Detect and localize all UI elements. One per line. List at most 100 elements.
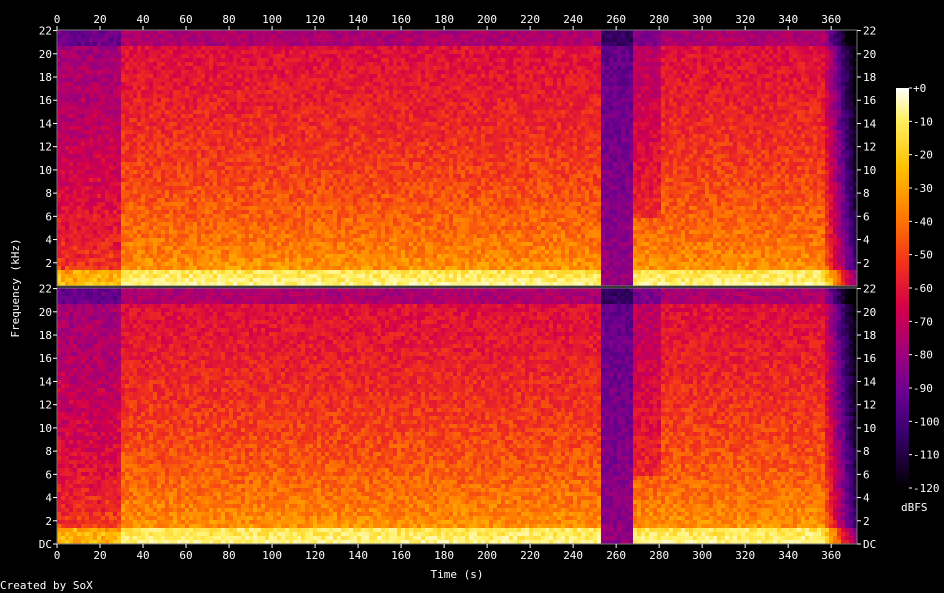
spectrogram-cell-ch1 [141,94,146,99]
spectrogram-cell-ch1 [149,90,154,95]
spectrogram-cell-ch1 [293,278,298,283]
spectrogram-cell-ch1 [241,50,246,55]
spectrogram-cell-ch1 [193,78,198,83]
spectrogram-cell-ch1 [121,214,126,219]
spectrogram-cell-ch1 [365,54,370,59]
spectrogram-cell-ch1 [101,46,106,51]
spectrogram-cell-ch1 [313,262,318,267]
spectrogram-cell-ch1 [225,154,230,159]
spectrogram-cell-ch1 [157,138,162,143]
spectrogram-cell-ch1 [245,270,250,275]
spectrogram-cell-ch1 [77,202,82,207]
spectrogram-cell-ch1 [281,274,286,279]
spectrogram-cell-ch1 [249,250,254,255]
spectrogram-cell-ch1 [93,186,98,191]
spectrogram-cell-ch1 [337,38,342,43]
spectrogram-cell-ch1 [225,54,230,59]
spectrogram-cell-ch1 [157,110,162,115]
spectrogram-cell-ch1 [105,50,110,55]
spectrogram-cell-ch1 [201,134,206,139]
spectrogram-cell-ch1 [269,210,274,215]
spectrogram-cell-ch1 [225,30,230,35]
spectrogram-cell-ch1 [209,226,214,231]
spectrogram-cell-ch1 [153,182,158,187]
spectrogram-cell-ch1 [125,170,130,175]
spectrogram-cell-ch1 [277,58,282,63]
spectrogram-cell-ch1 [201,218,206,223]
spectrogram-cell-ch1 [297,154,302,159]
spectrogram-cell-ch1 [205,254,210,259]
spectrogram-cell-ch1 [153,110,158,115]
spectrogram-cell-ch1 [113,110,118,115]
spectrogram-cell-ch1 [177,230,182,235]
spectrogram-cell-ch1 [65,166,70,171]
spectrogram-cell-ch1 [217,222,222,227]
spectrogram-cell-ch1 [201,138,206,143]
spectrogram-cell-ch1 [277,74,282,79]
spectrogram-cell-ch1 [201,206,206,211]
spectrogram-cell-ch1 [141,258,146,263]
spectrogram-cell-ch1 [305,38,310,43]
spectrogram-cell-ch1 [289,174,294,179]
spectrogram-cell-ch1 [229,254,234,259]
spectrogram-cell-ch1 [333,234,338,239]
spectrogram-cell-ch1 [229,234,234,239]
spectrogram-cell-ch1 [209,242,214,247]
spectrogram-cell-ch1 [97,250,102,255]
spectrogram-cell-ch1 [341,122,346,127]
spectrogram-cell-ch1 [317,146,322,151]
spectrogram-cell-ch1 [289,162,294,167]
spectrogram-cell-ch1 [185,198,190,203]
spectrogram-cell-ch1 [345,226,350,231]
spectrogram-cell-ch1 [101,202,106,207]
spectrogram-cell-ch1 [289,274,294,279]
spectrogram-cell-ch1 [189,222,194,227]
spectrogram-cell-ch1 [329,142,334,147]
spectrogram-cell-ch1 [77,166,82,171]
spectrogram-cell-ch1 [217,62,222,67]
spectrogram-cell-ch1 [253,202,258,207]
spectrogram-cell-ch1 [333,138,338,143]
spectrogram-cell-ch1 [97,166,102,171]
spectrogram-cell-ch1 [149,246,154,251]
spectrogram-cell-ch1 [77,246,82,251]
spectrogram-cell-ch1 [353,54,358,59]
spectrogram-cell-ch1 [289,130,294,135]
spectrogram-cell-ch1 [281,166,286,171]
spectrogram-cell-ch1 [269,114,274,119]
spectrogram-cell-ch1 [105,174,110,179]
spectrogram-cell-ch1 [129,186,134,191]
spectrogram-cell-ch1 [277,70,282,75]
spectrogram-cell-ch1 [153,242,158,247]
spectrogram-cell-ch1 [141,146,146,151]
spectrogram-cell-ch1 [89,138,94,143]
spectrogram-cell-ch1 [185,250,190,255]
spectrogram-cell-ch1 [109,202,114,207]
spectrogram-cell-ch1 [93,118,98,123]
spectrogram-cell-ch1 [357,122,362,127]
spectrogram-cell-ch1 [365,130,370,135]
spectrogram-cell-ch1 [165,206,170,211]
spectrogram-cell-ch1 [337,266,342,271]
spectrogram-cell-ch1 [161,42,166,47]
spectrogram-cell-ch1 [361,106,366,111]
spectrogram-cell-ch1 [105,42,110,47]
spectrogram-cell-ch1 [245,42,250,47]
spectrogram-cell-ch1 [221,30,226,35]
spectrogram-cell-ch1 [85,70,90,75]
spectrogram-cell-ch1 [313,198,318,203]
spectrogram-cell-ch1 [249,154,254,159]
spectrogram-cell-ch1 [349,158,354,163]
spectrogram-cell-ch1 [273,162,278,167]
spectrogram-cell-ch1 [277,262,282,267]
spectrogram-cell-ch1 [77,94,82,99]
spectrogram-cell-ch1 [333,218,338,223]
spectrogram-cell-ch1 [285,122,290,127]
spectrogram-cell-ch1 [73,146,78,151]
spectrogram-cell-ch1 [85,194,90,199]
spectrogram-cell-ch1 [217,162,222,167]
spectrogram-cell-ch1 [341,178,346,183]
spectrogram-cell-ch1 [293,238,298,243]
spectrogram-cell-ch1 [241,86,246,91]
spectrogram-cell-ch1 [117,138,122,143]
